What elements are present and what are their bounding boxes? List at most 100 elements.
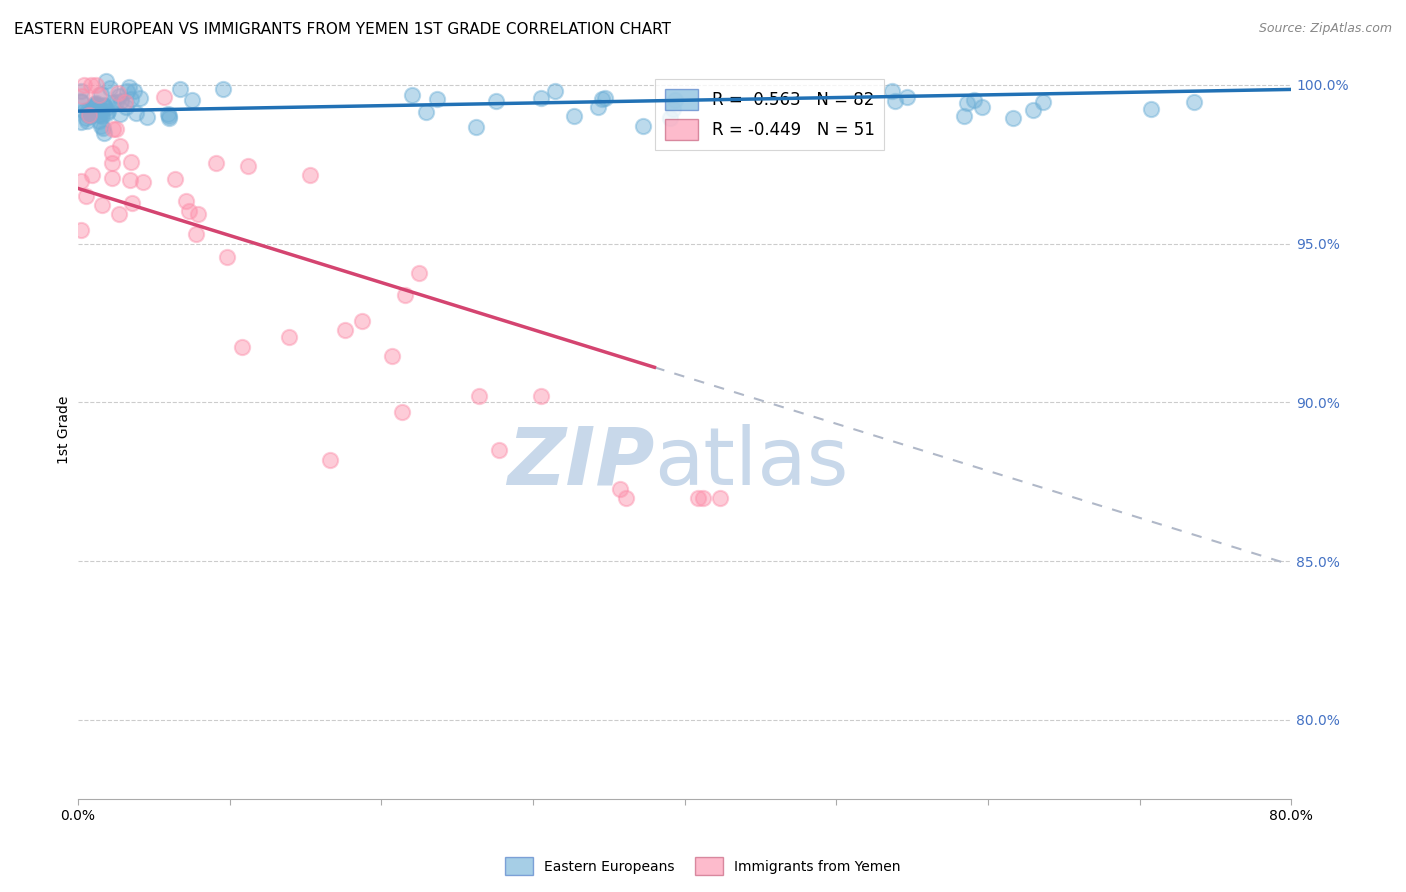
Point: [956, 96, 979, 111]
Point: [93, 99, 115, 113]
Point: [118, 172, 141, 186]
Point: [91, 121, 114, 136]
Point: [562, 109, 585, 123]
Point: [101, 95, 124, 110]
Point: [426, 91, 449, 105]
Point: [96, 101, 118, 115]
Point: [84, 97, 107, 112]
Point: [79, 105, 101, 120]
Point: [122, 84, 145, 98]
Point: [75, 112, 97, 126]
Point: [89, 113, 111, 128]
Point: [616, 491, 638, 505]
Point: [972, 100, 994, 114]
Text: atlas: atlas: [654, 424, 849, 501]
Point: [165, 171, 187, 186]
Point: [87, 103, 110, 118]
Point: [84, 95, 107, 110]
Point: [96, 105, 118, 120]
Point: [75, 189, 97, 203]
Point: [1001, 112, 1024, 126]
Point: [83, 99, 105, 113]
Point: [156, 107, 179, 121]
Point: [174, 194, 197, 208]
Point: [93, 126, 115, 140]
Point: [157, 110, 180, 124]
Point: [333, 323, 356, 337]
Point: [883, 94, 905, 108]
Point: [120, 155, 142, 169]
Point: [107, 206, 129, 220]
Point: [485, 94, 508, 108]
Point: [401, 88, 423, 103]
Point: [70, 223, 93, 237]
Point: [953, 109, 976, 123]
Point: [80, 168, 103, 182]
Point: [298, 168, 321, 182]
Point: [187, 207, 209, 221]
Point: [236, 159, 259, 173]
Point: [896, 90, 918, 104]
Point: [103, 122, 125, 136]
Point: [350, 314, 373, 328]
Point: [1032, 95, 1054, 109]
Point: [79, 109, 101, 123]
Point: [84, 98, 107, 112]
Point: [169, 82, 191, 96]
Point: [488, 442, 510, 457]
Point: [319, 453, 342, 467]
Point: [661, 102, 683, 116]
Point: [86, 78, 108, 92]
Point: [70, 115, 93, 129]
Point: [1022, 103, 1045, 117]
Point: [277, 329, 299, 343]
Point: [105, 95, 128, 109]
Point: [107, 86, 129, 100]
Point: [132, 175, 155, 189]
Point: [77, 108, 100, 122]
Point: [664, 93, 686, 107]
Point: [468, 388, 491, 402]
Point: [101, 171, 124, 186]
Point: [90, 106, 112, 120]
Point: [408, 266, 430, 280]
Point: [73, 78, 96, 92]
Point: [98, 81, 121, 95]
Point: [91, 109, 114, 123]
Point: [96, 74, 118, 88]
Point: [118, 80, 141, 95]
Point: [586, 100, 609, 114]
Point: [70, 89, 93, 103]
Point: [101, 155, 124, 169]
Point: [595, 90, 617, 104]
Point: [184, 227, 207, 242]
Point: [880, 84, 903, 98]
Point: [688, 491, 710, 505]
Point: [1140, 103, 1163, 117]
Point: [82, 101, 104, 115]
Point: [415, 104, 437, 119]
Point: [93, 98, 115, 112]
Point: [391, 405, 413, 419]
Text: Source: ZipAtlas.com: Source: ZipAtlas.com: [1258, 22, 1392, 36]
Point: [70, 84, 93, 98]
Legend: Eastern Europeans, Immigrants from Yemen: Eastern Europeans, Immigrants from Yemen: [499, 852, 907, 880]
Point: [204, 156, 226, 170]
Point: [101, 146, 124, 161]
Point: [107, 89, 129, 103]
Point: [217, 250, 239, 264]
Point: [211, 82, 233, 96]
Point: [136, 110, 159, 124]
Point: [124, 106, 146, 120]
Point: [530, 91, 553, 105]
Point: [70, 94, 93, 108]
Text: EASTERN EUROPEAN VS IMMIGRANTS FROM YEMEN 1ST GRADE CORRELATION CHART: EASTERN EUROPEAN VS IMMIGRANTS FROM YEME…: [14, 22, 671, 37]
Point: [90, 119, 112, 133]
Point: [120, 91, 142, 105]
Point: [76, 114, 98, 128]
Point: [90, 198, 112, 212]
Point: [177, 204, 200, 219]
Y-axis label: 1st Grade: 1st Grade: [58, 395, 72, 464]
Point: [121, 196, 143, 211]
Point: [110, 95, 132, 109]
